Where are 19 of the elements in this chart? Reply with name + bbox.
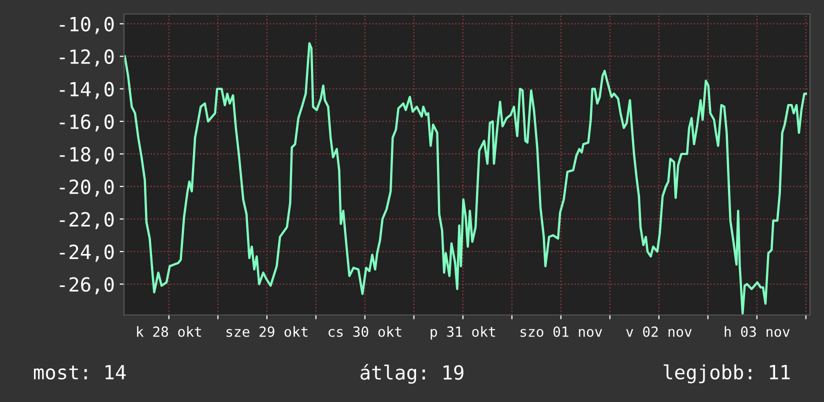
x-tick-label: k 28 okt <box>137 326 201 337</box>
x-tick-label: sze 29 okt <box>226 326 308 337</box>
y-tick-label: -24,0 <box>60 244 114 262</box>
x-tick-label: h 03 nov <box>724 326 790 337</box>
y-tick-label: -10,0 <box>60 16 114 34</box>
y-tick-label: -12,0 <box>60 49 114 66</box>
x-tick-label: cs 30 okt <box>328 326 402 337</box>
y-tick-label: -22,0 <box>60 212 114 230</box>
x-tick-label: v 02 nov <box>626 326 692 337</box>
text: átlag: 19 <box>360 364 464 384</box>
y-tick-label: -18,0 <box>60 146 114 164</box>
text: legjobb: 11 <box>664 364 790 384</box>
text: most: 14 <box>34 365 126 380</box>
x-tick-label: szo 01 nov <box>520 326 602 337</box>
y-tick-label: -16,0 <box>60 114 114 132</box>
y-tick-label: -20,0 <box>60 179 114 197</box>
x-tick-label: p 31 okt <box>430 326 495 340</box>
y-tick-label: -14,0 <box>60 82 114 100</box>
y-tick-label: -26,0 <box>60 277 114 294</box>
